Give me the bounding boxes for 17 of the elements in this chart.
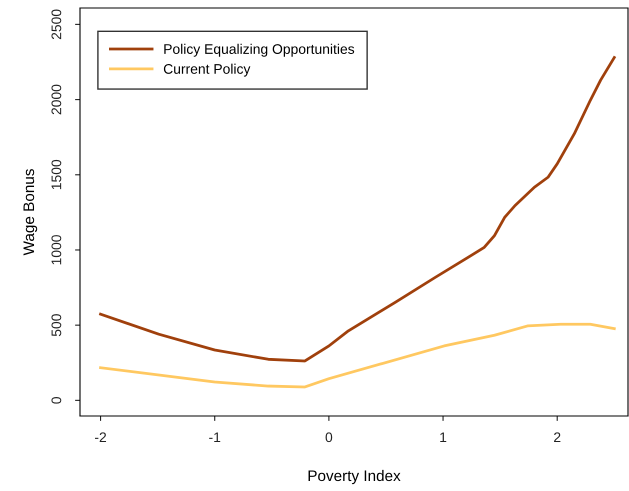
x-tick-label: 1 xyxy=(440,432,446,442)
x-tick-label: -2 xyxy=(94,432,106,442)
y-axis-title: Wage Bonus xyxy=(24,169,38,256)
y-tick-label: 1500 xyxy=(51,160,62,190)
y-tick-label: 500 xyxy=(51,314,62,336)
legend-label: Policy Equalizing Opportunities xyxy=(164,44,354,57)
x-axis-title: Poverty Index xyxy=(308,470,401,484)
y-tick-label: 1000 xyxy=(51,235,62,264)
y-tick-label: 0 xyxy=(51,397,62,404)
y-tick-label: 2500 xyxy=(51,9,62,40)
x-tick-label: 2 xyxy=(554,432,560,442)
x-tick-label: -1 xyxy=(209,432,220,442)
legend-label: Current Policy xyxy=(164,64,250,77)
line-series xyxy=(99,322,616,388)
x-tick-label: 0 xyxy=(326,432,332,442)
y-tick-label: 2000 xyxy=(51,84,62,114)
line-series xyxy=(99,56,616,362)
